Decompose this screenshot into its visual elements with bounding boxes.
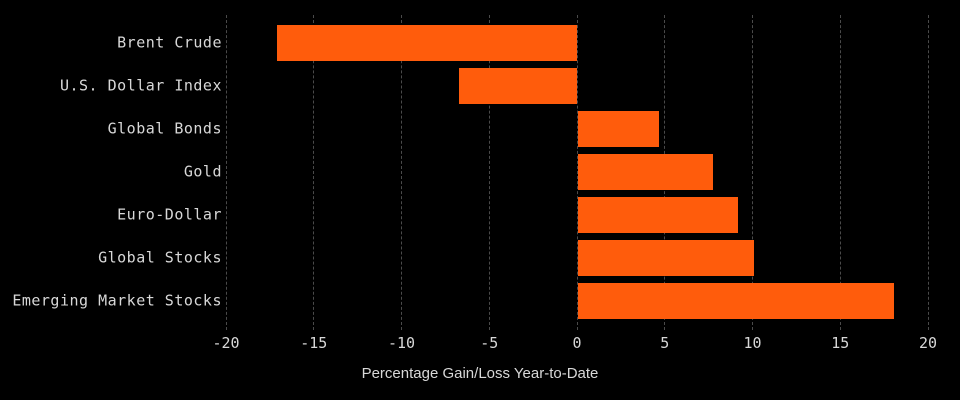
category-label: Global Stocks xyxy=(98,248,222,267)
category-label: Gold xyxy=(183,162,222,181)
bar-u-s-dollar-index xyxy=(459,68,577,104)
bar-emerging-market-stocks xyxy=(578,283,894,319)
gridline--5 xyxy=(488,15,490,330)
gridline-20 xyxy=(927,15,929,330)
category-label: Global Bonds xyxy=(107,119,222,138)
gridline--10 xyxy=(401,15,402,330)
x-tick-label: 15 xyxy=(831,334,850,352)
x-tick-label: -5 xyxy=(480,334,499,352)
bar-brent-crude xyxy=(276,25,577,61)
x-tick-label: 20 xyxy=(918,334,938,352)
x-tick-label: 0 xyxy=(572,334,582,352)
bar-global-stocks xyxy=(578,240,754,276)
bar-global-bonds xyxy=(578,111,659,147)
x-tick-label: 5 xyxy=(660,334,670,352)
bar-euro-dollar xyxy=(578,197,738,233)
x-tick-label: -10 xyxy=(387,334,416,352)
category-label: Euro-Dollar xyxy=(117,205,222,224)
x-tick-label: -15 xyxy=(300,334,328,352)
category-label: U.S. Dollar Index xyxy=(59,76,222,95)
gridline-10 xyxy=(752,15,753,330)
x-tick-label: 10 xyxy=(743,334,762,352)
gridline-0 xyxy=(576,15,578,330)
x-axis-title: Percentage Gain/Loss Year-to-Date xyxy=(361,365,599,382)
x-tick-label: -20 xyxy=(212,334,240,352)
category-label: Emerging Market Stocks xyxy=(12,291,222,310)
gridline--15 xyxy=(313,15,315,330)
gridline--20 xyxy=(225,15,227,330)
bar-gold xyxy=(578,154,714,190)
gridline-15 xyxy=(839,15,841,330)
category-label: Brent Crude xyxy=(117,33,222,52)
